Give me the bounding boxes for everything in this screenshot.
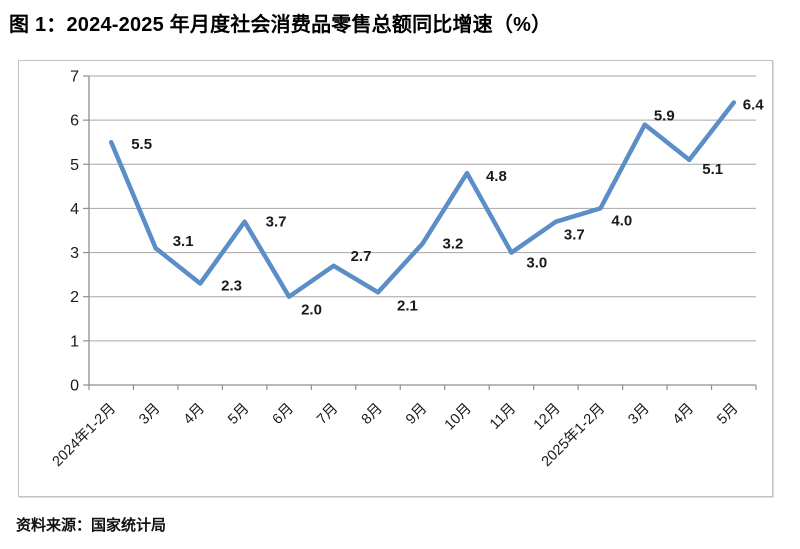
x-tick-label: 5月 <box>714 401 741 428</box>
data-point-label: 4.8 <box>486 168 507 185</box>
y-tick-label: 1 <box>70 333 79 350</box>
data-point-label: 2.1 <box>397 297 418 314</box>
data-point-label: 2.0 <box>301 302 322 319</box>
data-point-label: 5.1 <box>702 161 723 178</box>
tick-marks <box>83 75 757 390</box>
gridlines <box>89 75 756 342</box>
x-tick-label: 8月 <box>359 401 386 428</box>
data-point-label: 5.9 <box>654 108 675 125</box>
y-tick-label: 2 <box>70 289 79 306</box>
y-tick-label: 5 <box>70 157 79 174</box>
x-tick-label: 7月 <box>314 401 341 428</box>
y-tick-label: 6 <box>70 113 79 130</box>
x-tick-label: 10月 <box>442 401 475 434</box>
x-tick-label: 4月 <box>181 401 208 428</box>
data-point-label: 2.3 <box>221 277 242 294</box>
data-point-label: 3.2 <box>443 236 464 253</box>
x-axis-labels: 2024年1-2月 3月 4月 5月 6月 7月 8月 9月 10月 11月 12月2025年1-2… <box>49 400 742 470</box>
y-tick-label: 4 <box>70 201 79 218</box>
y-axis-labels: 0 1 2 3 4 5 6 7 <box>70 69 79 395</box>
data-point-label: 4.0 <box>611 212 632 229</box>
y-tick-label: 3 <box>70 245 79 262</box>
data-point-label: 5.5 <box>131 136 152 153</box>
y-tick-label: 0 <box>70 378 79 395</box>
data-point-label: 3.7 <box>266 214 287 231</box>
data-point-label: 3.0 <box>526 255 547 272</box>
x-tick-label: 3月 <box>136 401 163 428</box>
data-line <box>108 100 737 299</box>
line-chart: 0 1 2 3 4 5 6 7 2024年1-2月 3月 4月 5月 6月 7月 8月 9月 10月 11月 12月… <box>49 69 764 470</box>
x-tick-label: 9月 <box>403 401 430 428</box>
source-note: 资料来源：国家统计局 <box>16 517 167 534</box>
x-tick-label: 11月 <box>487 401 519 433</box>
data-point-label: 3.1 <box>173 233 194 250</box>
data-point-label: 3.7 <box>564 227 585 244</box>
axes <box>88 76 756 386</box>
data-point-label: 2.7 <box>351 248 372 265</box>
y-tick-label: 7 <box>70 69 79 86</box>
data-labels: 5.5 3.1 2.3 3.7 2.0 2.7 2.1 3.2 4.8 3.0 3.7 4.0 5.9 5… <box>131 96 764 318</box>
chart-area: 0 1 2 3 4 5 6 7 2024年1-2月 3月 4月 5月 6月 7月 8月 9月 10月 11月 12月… <box>18 60 773 497</box>
x-tick-label: 4月 <box>670 401 697 428</box>
x-tick-label: 2024年1-2月 <box>49 400 119 470</box>
data-point-label: 6.4 <box>743 96 765 113</box>
x-tick-label: 12月 <box>531 401 564 434</box>
x-tick-label: 6月 <box>270 401 297 428</box>
chart-title: 图 1：2024-2025 年月度社会消费品零售总额同比增速（%） <box>9 14 552 36</box>
x-tick-label: 3月 <box>625 401 652 428</box>
x-tick-label: 5月 <box>225 401 252 428</box>
